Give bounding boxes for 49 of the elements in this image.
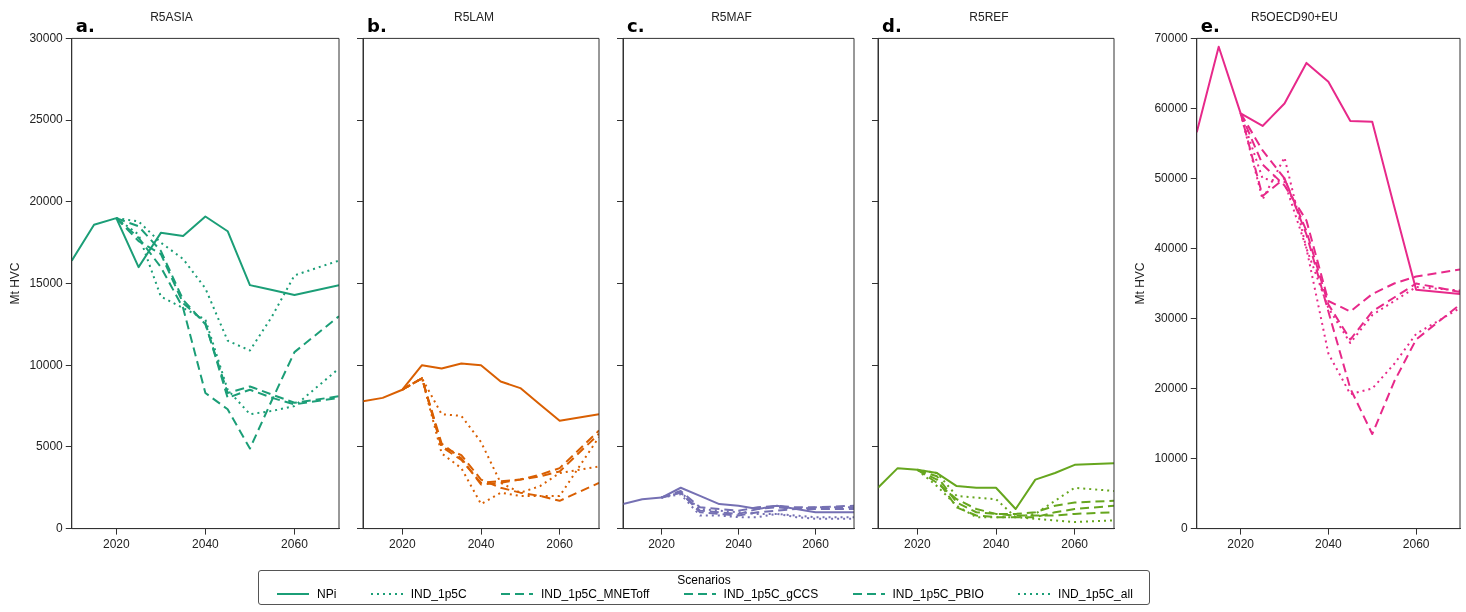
- y-tick-label: 30000: [29, 30, 64, 45]
- y-tick-label: 40000: [1154, 240, 1189, 255]
- x-tick-label: 2040: [467, 537, 495, 552]
- y-axis-title: Mt HVC: [7, 262, 22, 305]
- x-tick-label: 2060: [281, 537, 309, 552]
- x-tick-label: 2060: [802, 537, 830, 552]
- x-tick-label: 2040: [192, 537, 220, 552]
- x-tick-label: 2040: [1315, 537, 1343, 552]
- y-tick-label: 10000: [1154, 450, 1189, 465]
- y-tick-label: 20000: [29, 194, 64, 209]
- y-axis-title: Mt HVC: [1132, 262, 1147, 305]
- x-tick-label: 2020: [648, 537, 676, 552]
- x-tick-label: 2060: [546, 537, 574, 552]
- y-tick-label: 60000: [1154, 100, 1189, 115]
- legend-label: IND_1p5C_all: [1058, 587, 1133, 601]
- y-tick-label: 0: [56, 520, 64, 535]
- chart-title: R5LAM: [453, 9, 495, 24]
- y-tick-label: 30000: [1154, 310, 1189, 325]
- text: b.: [367, 15, 387, 37]
- y-tick-label: 70000: [1154, 30, 1189, 45]
- chart-title: R5ASIA: [150, 9, 193, 24]
- x-tick-label: 2060: [1061, 537, 1089, 552]
- chart-title: R5MAF: [711, 9, 752, 24]
- y-tick-label: 10000: [29, 357, 64, 372]
- chart-title: R5REF: [969, 9, 1009, 24]
- x-tick-label: 2020: [1227, 537, 1255, 552]
- y-tick-label: 50000: [1154, 170, 1189, 185]
- x-tick-label: 2020: [102, 537, 130, 552]
- legend-title: Scenarios: [676, 573, 732, 587]
- x-tick-label: 2060: [1402, 537, 1430, 552]
- y-tick-label: 20000: [1154, 380, 1189, 395]
- y-tick-label: 15000: [29, 275, 64, 290]
- legend-label: NPi: [317, 587, 337, 601]
- text: a.: [75, 15, 95, 37]
- legend-label: IND_1p5C_PBIO: [892, 587, 984, 601]
- legend-label: IND_1p5C_gCCS: [723, 587, 819, 601]
- x-tick-label: 2020: [903, 537, 931, 552]
- chart-title: R5OECD90+EU: [1250, 9, 1339, 24]
- legend-label: IND_1p5C: [410, 587, 467, 601]
- legend-label: IND_1p5C_MNEToff: [540, 587, 650, 601]
- y-tick-label: 5000: [36, 439, 64, 454]
- text: e.: [1200, 15, 1220, 37]
- y-tick-label: 0: [1181, 520, 1189, 535]
- x-tick-label: 2020: [388, 537, 416, 552]
- text: c.: [627, 15, 645, 37]
- y-tick-label: 25000: [29, 112, 64, 127]
- text: d.: [882, 15, 902, 37]
- x-tick-label: 2040: [982, 537, 1010, 552]
- x-tick-label: 2040: [725, 537, 753, 552]
